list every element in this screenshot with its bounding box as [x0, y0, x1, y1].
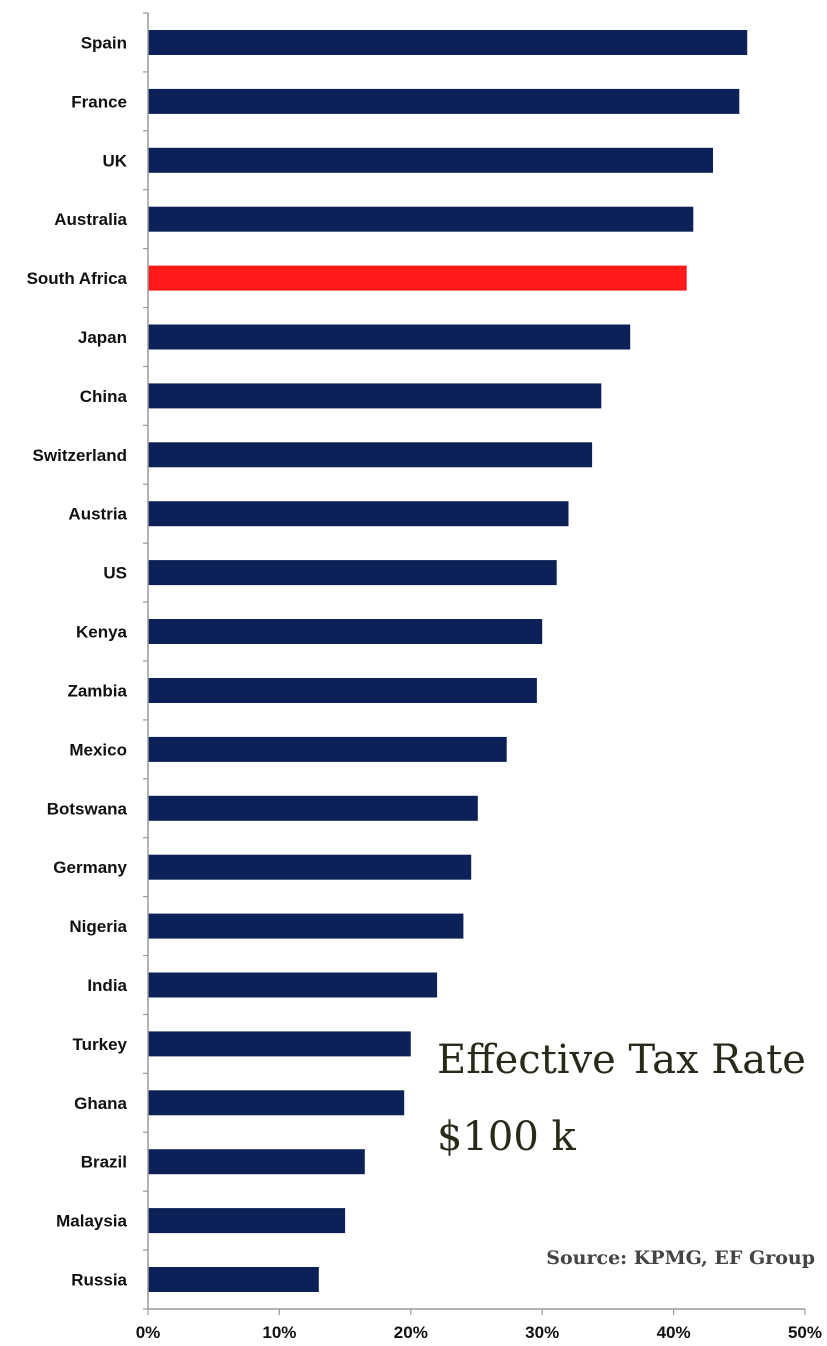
x-tick-label: 30%: [525, 1323, 559, 1342]
bar-south-africa: [148, 265, 687, 291]
bar-zambia: [148, 678, 537, 703]
x-tick-label: 40%: [657, 1323, 691, 1342]
bar-france: [148, 88, 740, 114]
x-tick-label: 10%: [262, 1323, 296, 1342]
category-labels-group: Spain France UK Australia South Africa Japan C…: [27, 34, 128, 1290]
category-label-russia: Russia: [71, 1271, 127, 1290]
bar-austria: [148, 501, 569, 527]
bar-us: [148, 560, 557, 586]
bar-malaysia: [148, 1208, 346, 1234]
category-label-nigeria: Nigeria: [69, 917, 127, 936]
chart-source: Source: KPMG, EF Group: [546, 1247, 815, 1269]
x-tick-label: 50%: [788, 1323, 822, 1342]
category-label-germany: Germany: [53, 858, 127, 877]
category-label-france: France: [71, 92, 127, 111]
category-label-kenya: Kenya: [76, 623, 128, 642]
category-label-turkey: Turkey: [73, 1035, 128, 1054]
tick-labels-group: 0% 10% 20% 30% 40% 50%: [136, 1323, 822, 1342]
category-label-japan: Japan: [78, 328, 127, 347]
bar-india: [148, 972, 438, 998]
bar-russia: [148, 1267, 319, 1292]
bar-nigeria: [148, 913, 464, 939]
category-label-spain: Spain: [81, 34, 127, 53]
category-label-malaysia: Malaysia: [56, 1212, 127, 1231]
category-label-uk: UK: [102, 151, 127, 170]
category-label-south-africa: South Africa: [27, 269, 128, 288]
x-tick-label: 0%: [136, 1323, 161, 1342]
category-label-ghana: Ghana: [74, 1094, 127, 1113]
bar-japan: [148, 324, 631, 350]
bar-germany: [148, 854, 472, 880]
category-label-china: China: [80, 387, 128, 406]
chart-subtitle: $100 k: [437, 1114, 577, 1160]
category-label-botswana: Botswana: [47, 799, 128, 818]
category-label-india: India: [87, 976, 127, 995]
x-tick-label: 20%: [394, 1323, 428, 1342]
bar-uk: [148, 147, 713, 173]
bar-turkey: [148, 1031, 411, 1057]
bar-botswana: [148, 795, 478, 821]
bar-switzerland: [148, 442, 593, 468]
category-label-us: US: [103, 564, 127, 583]
category-label-switzerland: Switzerland: [33, 446, 127, 465]
category-label-mexico: Mexico: [69, 740, 127, 759]
chart-title: Effective Tax Rate: [437, 1037, 806, 1083]
bar-ghana: [148, 1090, 405, 1116]
bar-australia: [148, 206, 694, 232]
bars-group: [148, 30, 748, 1292]
category-label-australia: Australia: [54, 210, 127, 229]
bar-kenya: [148, 619, 543, 644]
category-label-brazil: Brazil: [81, 1153, 127, 1172]
category-label-austria: Austria: [68, 505, 127, 524]
bar-mexico: [148, 736, 507, 762]
axes-group: [143, 12, 806, 1315]
category-label-zambia: Zambia: [67, 682, 127, 701]
bar-china: [148, 383, 602, 409]
bar-brazil: [148, 1149, 365, 1175]
bar-spain: [148, 30, 748, 55]
